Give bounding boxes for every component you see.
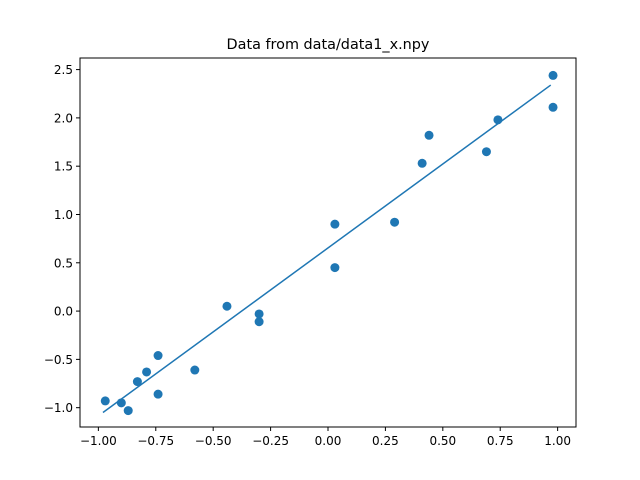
data-point (142, 367, 152, 377)
data-point (390, 217, 400, 227)
plot-area (100, 70, 558, 416)
data-point (481, 147, 491, 157)
data-point (254, 309, 264, 319)
x-tick-label: 0.00 (315, 434, 342, 448)
x-tick-label: 0.75 (487, 434, 514, 448)
data-point (153, 389, 163, 399)
y-tick-label: 2.5 (54, 63, 73, 77)
y-tick-label: −0.5 (44, 353, 73, 367)
x-tick-label: −0.50 (195, 434, 232, 448)
x-tick-label: −0.25 (252, 434, 289, 448)
data-point (548, 70, 558, 80)
x-tick-label: 0.25 (372, 434, 399, 448)
x-tick-label: 0.50 (429, 434, 456, 448)
y-tick-label: 2.0 (54, 111, 73, 125)
y-tick-label: −1.0 (44, 401, 73, 415)
data-point (254, 317, 264, 327)
axes-frame (79, 57, 577, 428)
data-point (222, 301, 232, 311)
y-tick-label: 0.5 (54, 256, 73, 270)
data-point (548, 102, 558, 112)
x-tick-label: −0.75 (137, 434, 174, 448)
x-tick-label: 1.00 (544, 434, 571, 448)
y-tick-label: 0.0 (54, 305, 73, 319)
data-point (123, 406, 133, 416)
data-point (132, 377, 142, 387)
data-point (417, 158, 427, 168)
data-point (190, 365, 200, 375)
y-tick-label: 1.0 (54, 208, 73, 222)
data-point (153, 351, 163, 361)
axis-ticks: −1.00 −0.75 −0.50 −0.25 0.00 0.25 0.50 0.75 1.00… (44, 63, 571, 448)
data-point (424, 130, 434, 140)
data-point (330, 219, 340, 229)
x-tick-label: −1.00 (80, 434, 117, 448)
fit-line (102, 84, 552, 414)
y-tick-label: 1.5 (54, 160, 73, 174)
chart-title: Data from data/data1_x.npy (227, 37, 430, 53)
data-point (330, 263, 340, 273)
data-point (100, 396, 110, 406)
